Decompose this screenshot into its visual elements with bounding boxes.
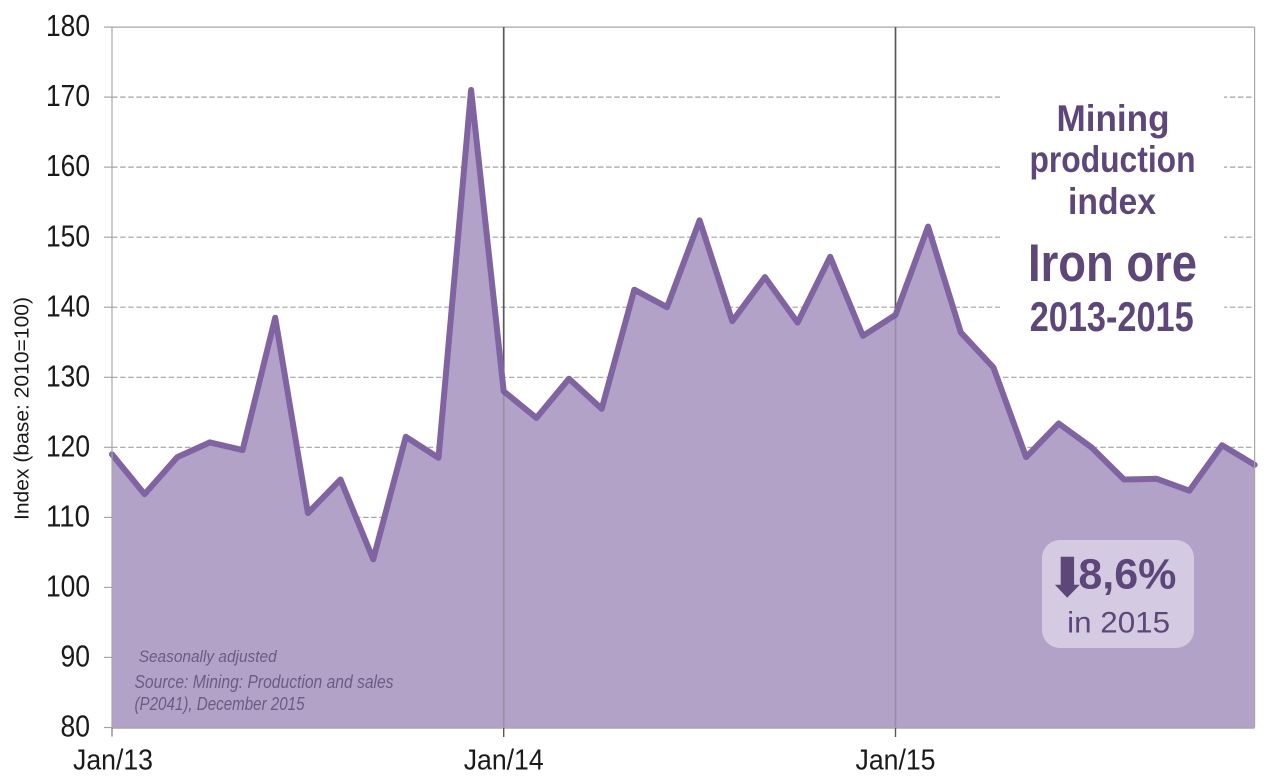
svg-text:Jan/14: Jan/14 <box>464 745 544 777</box>
svg-text:100: 100 <box>46 569 90 604</box>
svg-text:(P2041), December 2015: (P2041), December 2015 <box>135 694 306 714</box>
svg-text:production: production <box>1030 139 1196 180</box>
svg-text:160: 160 <box>46 148 90 183</box>
svg-text:120: 120 <box>46 428 90 463</box>
svg-text:140: 140 <box>46 288 90 323</box>
svg-text:index: index <box>1068 181 1156 222</box>
svg-text:150: 150 <box>46 218 90 253</box>
svg-text:180: 180 <box>46 8 90 43</box>
svg-text:Seasonally adjusted: Seasonally adjusted <box>139 648 278 666</box>
svg-text:Mining: Mining <box>1057 98 1170 139</box>
svg-text:Iron ore: Iron ore <box>1028 234 1197 293</box>
svg-text:80: 80 <box>61 709 91 744</box>
svg-text:8,6%: 8,6% <box>1078 550 1176 598</box>
svg-text:2013-2015: 2013-2015 <box>1030 293 1194 340</box>
svg-text:170: 170 <box>46 78 90 113</box>
svg-text:130: 130 <box>46 358 90 393</box>
svg-text:Source: Mining: Production and: Source: Mining: Production and sales <box>135 672 394 692</box>
svg-text:Jan/13: Jan/13 <box>73 745 153 777</box>
svg-text:in 2015: in 2015 <box>1067 607 1170 640</box>
svg-text:Index (base: 2010=100): Index (base: 2010=100) <box>12 297 34 520</box>
svg-text:110: 110 <box>46 499 90 534</box>
svg-text:Jan/15: Jan/15 <box>856 745 936 777</box>
svg-text:90: 90 <box>61 639 91 674</box>
